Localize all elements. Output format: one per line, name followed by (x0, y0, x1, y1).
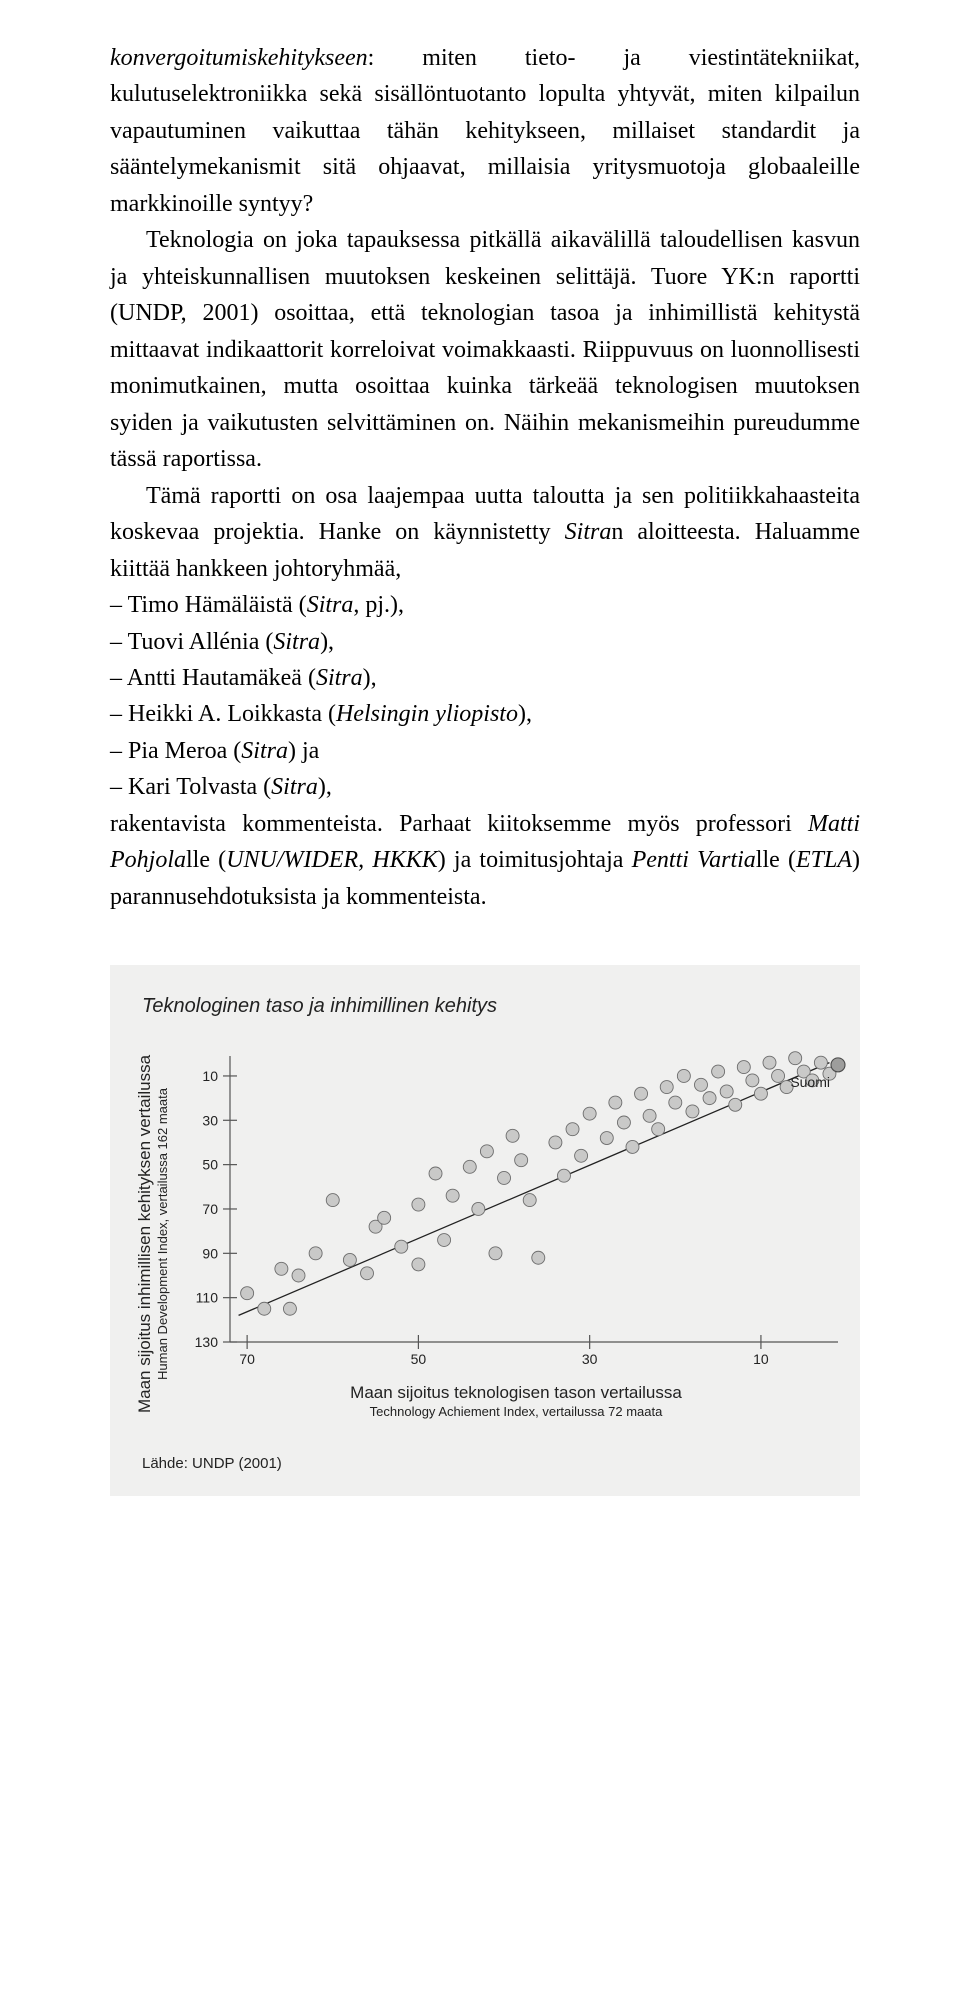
paragraph-4-wrap: rakentavista kommenteista. Parhaat kiito… (110, 806, 860, 915)
paragraph-1: konvergoitumiskehitykseen: miten tieto- … (110, 40, 860, 222)
list-item: Pia Meroa (Sitra) ja (110, 733, 860, 769)
list-item: Kari Tolvasta (Sitra), (110, 769, 860, 805)
paragraph-4: rakentavista kommenteista. Parhaat kiito… (110, 806, 860, 915)
svg-text:110: 110 (196, 1290, 219, 1306)
chart-source: Lähde: UNDP (2001) (142, 1455, 836, 1472)
svg-text:30: 30 (202, 1113, 218, 1129)
svg-text:Suomi: Suomi (790, 1074, 830, 1090)
svg-text:90: 90 (202, 1246, 218, 1262)
paragraph-2: Teknologia on joka tapauksessa pitkällä … (110, 222, 860, 477)
svg-text:30: 30 (582, 1351, 598, 1367)
list-item: Heikki A. Loikkasta (Helsingin yliopisto… (110, 696, 860, 732)
y-axis-label-wrap: Maan sijoitus inhimillisen kehityksen ve… (134, 1046, 176, 1421)
svg-text:130: 130 (195, 1334, 219, 1350)
scatter-plot: 10 30 50 70 90 110 130 70 50 30 10 Suomi (176, 1046, 856, 1376)
list-item: Timo Hämäläistä (Sitra, pj.), (110, 587, 860, 623)
chart-area: Maan sijoitus inhimillisen kehityksen ve… (134, 1046, 836, 1421)
svg-text:10: 10 (202, 1068, 218, 1084)
svg-text:50: 50 (202, 1157, 218, 1173)
acknowledgment-list: Timo Hämäläistä (Sitra, pj.),Tuovi Allén… (110, 587, 860, 806)
chart-title: Teknologinen taso ja inhimillinen kehity… (142, 995, 836, 1018)
x-axis-label: Maan sijoitus teknologisen tason vertail… (176, 1382, 856, 1421)
svg-text:10: 10 (753, 1351, 769, 1367)
chart-block: Teknologinen taso ja inhimillinen kehity… (110, 965, 860, 1496)
svg-text:50: 50 (411, 1351, 427, 1367)
svg-text:70: 70 (202, 1201, 218, 1217)
svg-text:70: 70 (239, 1351, 255, 1367)
p1-lead: konvergoitumiskehitykseen (110, 45, 368, 71)
plot-wrap: 10 30 50 70 90 110 130 70 50 30 10 Suomi Maan sijoi… (176, 1046, 856, 1421)
list-item: Tuovi Allénia (Sitra), (110, 624, 860, 660)
list-item: Antti Hautamäkeä (Sitra), (110, 660, 860, 696)
paragraph-3: Tämä raportti on osa laajempaa uutta tal… (110, 478, 860, 587)
y-axis-label: Maan sijoitus inhimillisen kehityksen ve… (135, 1055, 171, 1413)
body-text: konvergoitumiskehitykseen: miten tieto- … (110, 40, 860, 587)
